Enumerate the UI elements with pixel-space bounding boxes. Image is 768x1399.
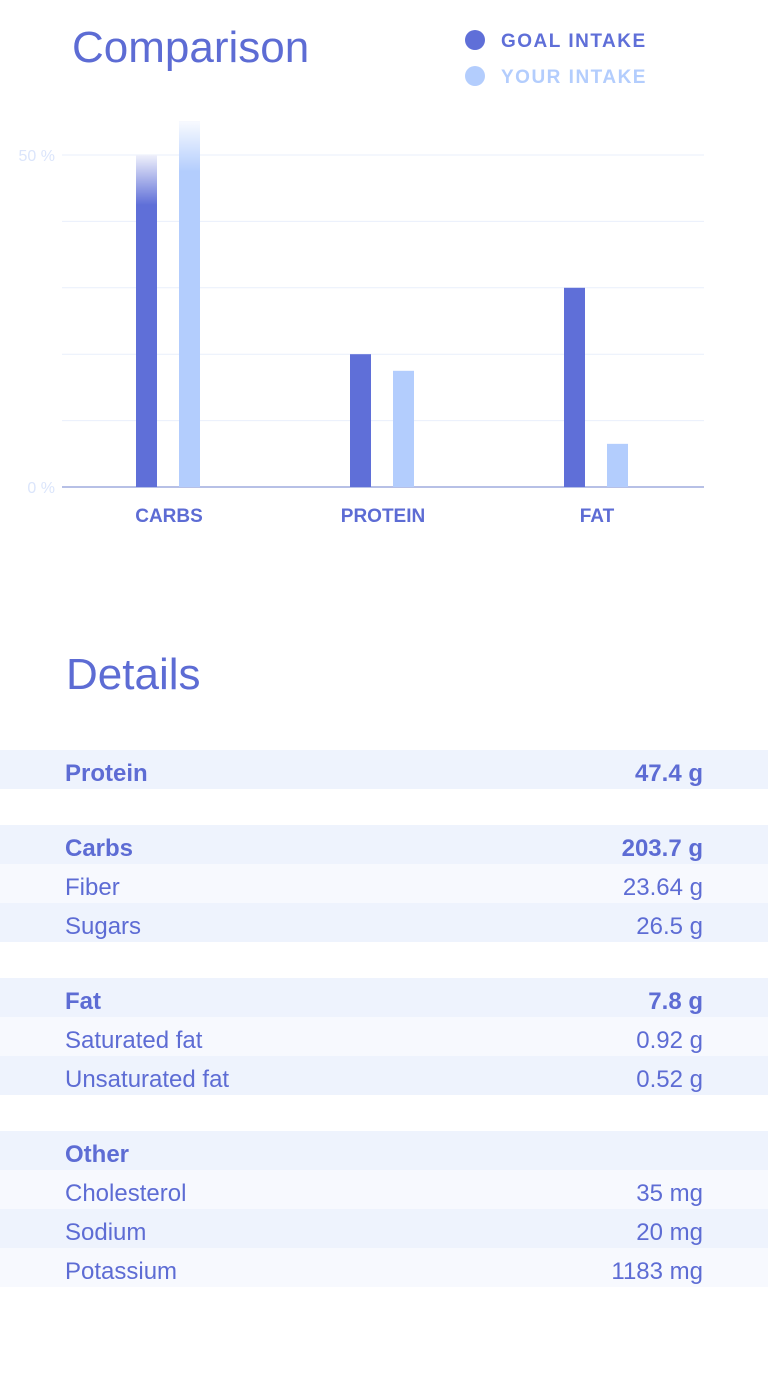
row-background xyxy=(0,1248,768,1287)
row-background xyxy=(0,1209,768,1248)
group-value: 7.8 g xyxy=(648,988,703,1015)
row-value: 0.52 g xyxy=(636,1066,703,1093)
row-value: 35 mg xyxy=(636,1180,703,1207)
y-tick-label: 50 % xyxy=(19,148,55,165)
row-label: Sugars xyxy=(65,913,141,940)
row-label: Potassium xyxy=(65,1258,177,1285)
legend-swatch xyxy=(465,66,485,86)
bar xyxy=(350,354,371,487)
row-label: Cholesterol xyxy=(65,1180,186,1207)
row-value: 20 mg xyxy=(636,1219,703,1246)
row-background xyxy=(0,1170,768,1209)
group-label: Carbs xyxy=(65,835,133,862)
y-tick-label: 0 % xyxy=(27,480,55,497)
chart-title: Comparison xyxy=(72,23,309,72)
group-label: Fat xyxy=(65,988,101,1015)
group-value: 203.7 g xyxy=(622,835,703,862)
row-background xyxy=(0,1056,768,1095)
row-label: Saturated fat xyxy=(65,1027,203,1054)
row-background xyxy=(0,864,768,903)
legend-label: GOAL INTAKE xyxy=(501,31,647,52)
row-value: 0.92 g xyxy=(636,1027,703,1054)
legend-swatch xyxy=(465,30,485,50)
bar xyxy=(607,443,628,487)
group-value: 47.4 g xyxy=(635,760,703,787)
x-tick-label: FAT xyxy=(580,506,615,527)
row-background xyxy=(0,750,768,789)
row-background xyxy=(0,1131,768,1170)
row-value: 1183 mg xyxy=(611,1258,703,1285)
row-background xyxy=(0,903,768,942)
row-label: Sodium xyxy=(65,1219,146,1246)
bar xyxy=(179,121,200,488)
row-label: Fiber xyxy=(65,874,120,901)
group-label: Other xyxy=(65,1141,129,1168)
bar xyxy=(393,370,414,487)
x-tick-label: PROTEIN xyxy=(341,506,425,527)
row-value: 26.5 g xyxy=(636,913,703,940)
details-title: Details xyxy=(66,650,201,699)
group-label: Protein xyxy=(65,760,148,787)
x-tick-label: CARBS xyxy=(135,506,203,527)
bar xyxy=(564,287,585,487)
bar-fade xyxy=(136,155,157,205)
legend-label: YOUR INTAKE xyxy=(501,67,647,88)
row-background xyxy=(0,1017,768,1056)
bar xyxy=(136,155,157,487)
bar-fade xyxy=(179,121,200,172)
row-value: 23.64 g xyxy=(623,874,703,901)
row-label: Unsaturated fat xyxy=(65,1066,229,1093)
row-background xyxy=(0,978,768,1017)
row-background xyxy=(0,825,768,864)
